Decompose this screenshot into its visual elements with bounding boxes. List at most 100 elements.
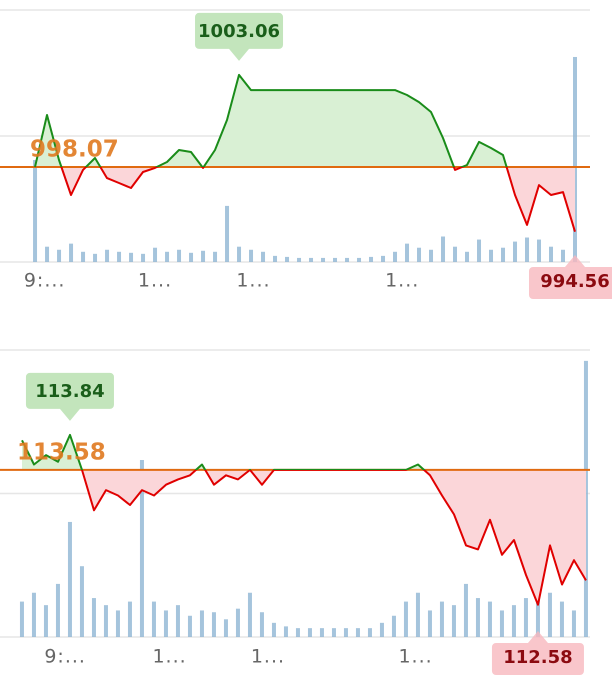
volume-bar (499, 610, 504, 637)
volume-bar (415, 592, 420, 637)
volume-bar (441, 236, 446, 262)
volume-bar (549, 246, 554, 262)
volume-bar (477, 239, 482, 262)
volume-bar (175, 605, 180, 637)
price-area (35, 74, 575, 232)
volume-bar (261, 251, 266, 262)
high-label-box (195, 12, 284, 61)
volume-bar (573, 56, 577, 263)
volume-bar (79, 566, 84, 637)
volume-bar (247, 592, 252, 637)
volume-bar (391, 615, 396, 637)
volume-bar (165, 251, 170, 262)
volume-bar (91, 598, 96, 637)
volume-bar (55, 583, 60, 637)
volume-bar (309, 257, 314, 262)
volume-bar (547, 592, 552, 637)
volume-bar (283, 626, 288, 637)
volume-bar (19, 601, 24, 637)
volume-bar (319, 628, 324, 637)
volume-bar (103, 605, 108, 637)
volume-bar (81, 251, 86, 262)
volume-bar (45, 246, 50, 262)
volume-bar (417, 247, 422, 262)
volume-bar (163, 610, 168, 637)
volume-bar (259, 612, 264, 637)
volume-bar (453, 246, 458, 262)
volume-bar (105, 249, 110, 262)
volume-bar (403, 601, 408, 637)
volume-bar (33, 160, 38, 262)
volume-bar (511, 605, 516, 637)
volume-bar (141, 253, 146, 262)
low-label: 112.58 (491, 631, 584, 675)
volume-bar (235, 608, 240, 637)
x-tick-label: 9:... (44, 646, 86, 668)
volume-bar (213, 251, 218, 262)
volume-bar (223, 619, 228, 637)
volume-bar (381, 255, 386, 262)
volume-bar (115, 610, 120, 637)
volume-bar (67, 521, 72, 637)
volume-bar (355, 628, 360, 637)
chart-panel: 113.58 9:... 1... 1... 1... 113.84 112.58 (0, 349, 590, 675)
baseline-label: 998.07 (30, 136, 119, 162)
volume-bar (187, 615, 192, 637)
volume-bar (273, 255, 278, 262)
volume-bar (523, 598, 528, 637)
x-tick-label: 9:... (24, 270, 66, 292)
volume-bar (297, 257, 302, 262)
volume-bar (307, 628, 312, 637)
volume-bar (439, 601, 444, 637)
chart-panel: 998.07 9:... 1... 1... 1... 1003.06 994.56 (0, 9, 612, 299)
volume-bar (127, 601, 132, 637)
volume-bar (535, 583, 540, 637)
volume-bar (153, 247, 158, 262)
volume-bar (465, 251, 470, 262)
volume-bar (357, 257, 362, 262)
volume-bar (451, 605, 456, 637)
high-label-text: 1003.06 (198, 21, 280, 42)
x-tick-label: 1... (138, 270, 172, 292)
volume-bar (463, 583, 468, 637)
low-label: 994.56 (529, 255, 612, 299)
volume-bar (69, 243, 74, 262)
volume-bar (57, 249, 62, 262)
high-label-box (25, 372, 114, 421)
volume-bar (285, 256, 290, 262)
price-line (21, 433, 587, 606)
volume-bar (93, 253, 98, 262)
volume-bar (189, 252, 194, 262)
volume-bar (429, 249, 434, 262)
volume-bar (117, 251, 122, 262)
volume-bar (295, 628, 300, 637)
volume-bar (379, 622, 384, 637)
volume-bar (369, 256, 374, 262)
volume-bar (427, 610, 432, 637)
price-line (34, 73, 576, 232)
volume-bar (487, 601, 492, 637)
volume-bar (211, 612, 216, 637)
volume-bar (561, 249, 566, 262)
volume-bar (237, 246, 242, 262)
volume-bar (199, 610, 204, 637)
low-label-text: 112.58 (503, 647, 572, 668)
x-tick-label: 1... (385, 270, 419, 292)
volume-bar (489, 249, 494, 262)
volume-bar (129, 252, 134, 262)
volume-bar (571, 610, 576, 637)
volume-bar (513, 241, 518, 262)
volume-bar (345, 257, 350, 262)
volume-bar (559, 601, 564, 637)
volume-bar (271, 622, 276, 637)
volume-bar (321, 257, 326, 262)
high-label-text: 113.84 (35, 381, 104, 402)
volume-bar (537, 239, 542, 262)
volume-bar (201, 250, 206, 262)
x-tick-label: 1... (236, 270, 270, 292)
volume-bar (333, 257, 338, 262)
volume-bar (151, 601, 156, 637)
volume-bar (501, 247, 506, 262)
